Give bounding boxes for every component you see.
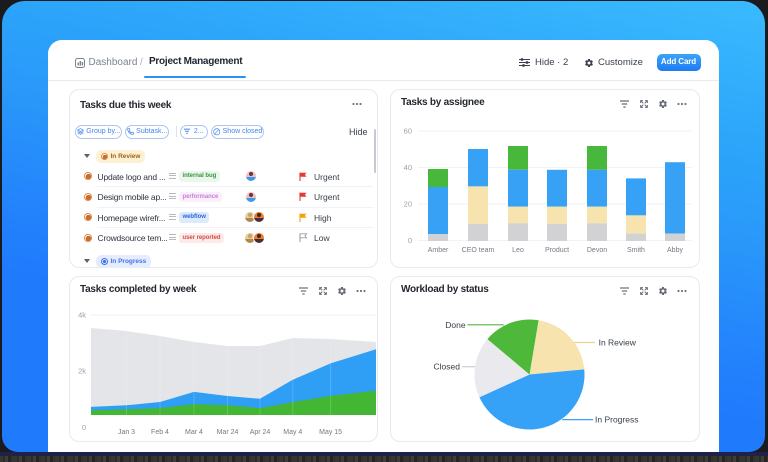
svg-text:Devon: Devon [587, 247, 607, 254]
svg-text:Feb 4: Feb 4 [151, 429, 169, 436]
svg-text:Mar 4: Mar 4 [185, 429, 203, 436]
svg-text:Leo: Leo [512, 247, 524, 254]
svg-text:Product: Product [545, 247, 569, 254]
svg-text:May 4: May 4 [283, 429, 302, 436]
svg-text:Closed: Closed [434, 362, 461, 372]
svg-text:2k: 2k [78, 367, 86, 376]
svg-text:Mar 24: Mar 24 [217, 429, 239, 436]
svg-text:CEO team: CEO team [462, 247, 495, 254]
svg-text:In Progress: In Progress [595, 415, 638, 425]
svg-text:4k: 4k [78, 311, 86, 320]
svg-text:Amber: Amber [428, 247, 449, 254]
svg-text:Jan 3: Jan 3 [118, 429, 135, 436]
svg-text:40: 40 [404, 163, 412, 172]
svg-text:May 15: May 15 [319, 429, 342, 436]
svg-text:Smith: Smith [627, 247, 645, 254]
svg-text:In Review: In Review [599, 338, 637, 348]
svg-text:60: 60 [404, 127, 412, 136]
svg-text:0: 0 [82, 423, 86, 432]
svg-text:0: 0 [408, 236, 412, 245]
svg-text:Abby: Abby [667, 247, 683, 254]
svg-text:20: 20 [404, 200, 412, 209]
svg-text:Apr 24: Apr 24 [250, 429, 271, 436]
svg-text:Done: Done [445, 320, 466, 330]
